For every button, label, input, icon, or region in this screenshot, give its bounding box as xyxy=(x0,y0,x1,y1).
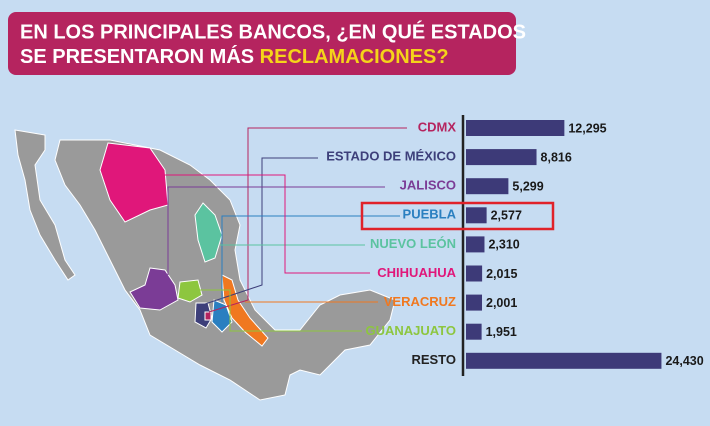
value-label: 8,816 xyxy=(541,150,572,164)
bar xyxy=(466,207,487,224)
chart-title: EN LOS PRINCIPALES BANCOS, ¿EN QUÉ ESTAD… xyxy=(20,20,526,43)
map-veracruz xyxy=(221,274,269,347)
value-label: 2,577 xyxy=(491,209,522,223)
map-baja xyxy=(14,129,76,281)
map-nuevo-leon xyxy=(194,202,223,263)
title-line: SE PRESENTARON MÁS xyxy=(20,45,254,68)
bar xyxy=(466,149,537,166)
category-label: JALISCO xyxy=(400,178,456,193)
leader-line xyxy=(195,289,362,332)
category-label: ESTADO DE MÉXICO xyxy=(326,149,456,164)
leader-line xyxy=(167,186,385,275)
leader-line xyxy=(160,174,370,274)
map xyxy=(14,129,396,401)
category-label: CDMX xyxy=(418,119,457,134)
category-label: VERACRUZ xyxy=(384,294,456,309)
title-box xyxy=(8,12,516,75)
value-label: 24,430 xyxy=(665,354,703,368)
map-guanajuato xyxy=(177,279,203,303)
leader-line xyxy=(201,157,318,306)
chart-title: SE PRESENTARON MÁS RECLAMACIONES? xyxy=(20,45,449,68)
bar xyxy=(466,294,483,311)
title-highlight: RECLAMACIONES? xyxy=(260,46,449,68)
value-label: 12,295 xyxy=(568,121,606,135)
leader-line xyxy=(221,215,400,302)
bar xyxy=(466,323,482,340)
category-label: RESTO xyxy=(411,352,456,367)
value-label: 2,310 xyxy=(488,238,519,252)
value-label: 2,015 xyxy=(486,267,517,281)
category-label: NUEVO LEÓN xyxy=(370,236,456,251)
bar xyxy=(466,236,485,253)
category-label: CHIHUAHUA xyxy=(377,265,456,280)
map-chihuahua xyxy=(99,142,169,223)
map-edomex xyxy=(194,302,213,329)
category-label: PUEBLA xyxy=(403,207,457,222)
bar xyxy=(466,120,565,136)
value-label: 5,299 xyxy=(512,179,543,193)
leader-line xyxy=(208,127,407,313)
bar xyxy=(466,265,483,282)
leader-lines xyxy=(160,127,407,332)
value-label: 1,951 xyxy=(486,325,517,339)
bar xyxy=(466,178,509,195)
map-cdmx xyxy=(204,311,212,321)
value-label: 2,001 xyxy=(486,296,517,310)
map-puebla xyxy=(211,299,233,333)
category-label: GUANAJUATO xyxy=(365,323,456,338)
highlight-box xyxy=(360,201,555,231)
bar xyxy=(466,352,662,369)
